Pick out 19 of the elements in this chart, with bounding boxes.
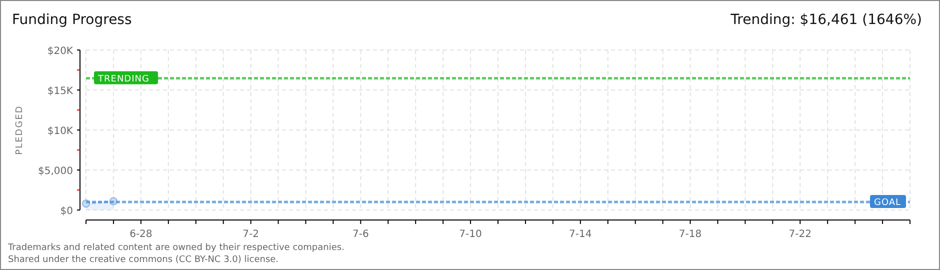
x-tick-label: 7-14 bbox=[569, 229, 592, 240]
x-tick-label: 7-6 bbox=[352, 229, 369, 240]
y-tick-label: $5,000 bbox=[38, 166, 73, 177]
ref-line-label: TRENDING bbox=[97, 74, 150, 84]
x-tick-label: 7-22 bbox=[788, 229, 812, 240]
x-tick-label: 7-18 bbox=[678, 229, 702, 240]
text: Trademarks and related content are owned by their respective companies. bbox=[7, 243, 344, 253]
y-axis-title: PLEDGED bbox=[15, 105, 25, 155]
y-tick-label: $10K bbox=[47, 126, 74, 137]
text: Shared under the creative commons (CC BY-NC 3.0) license. bbox=[8, 255, 279, 265]
y-tick-label: $0 bbox=[60, 206, 73, 217]
ref-line-label: GOAL bbox=[874, 198, 902, 208]
x-tick-label: 6-28 bbox=[130, 229, 152, 240]
y-tick-label: $15K bbox=[47, 86, 74, 97]
x-tick-label: 7-2 bbox=[242, 229, 259, 240]
chart-subtitle: Trending: $16,461 (1646%) bbox=[730, 12, 922, 28]
x-tick-label: 7-10 bbox=[459, 229, 482, 240]
y-tick-label: $20K bbox=[47, 46, 74, 57]
chart-title: Funding Progress bbox=[12, 12, 132, 28]
